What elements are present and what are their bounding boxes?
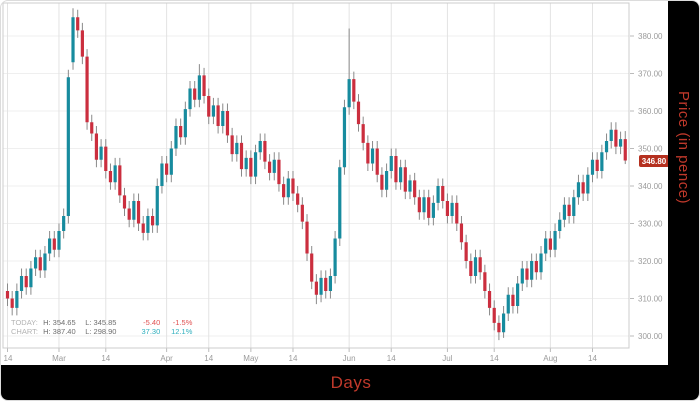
svg-text:14: 14: [101, 354, 110, 363]
legend-chart-change-pct: 12.1%: [171, 327, 193, 336]
legend-chart-low: L: 298.90: [85, 327, 117, 336]
legend-today-high: H: 354.65: [43, 318, 76, 327]
svg-text:370.00: 370.00: [638, 69, 663, 78]
svg-text:Jul: Jul: [442, 354, 452, 363]
svg-text:May: May: [243, 354, 258, 363]
svg-text:14: 14: [588, 354, 597, 363]
svg-text:14: 14: [490, 354, 499, 363]
chart-legend: TODAY: H: 354.65 L: 345.85 -5.40 -1.5% C…: [11, 318, 192, 336]
svg-text:14: 14: [204, 354, 213, 363]
svg-text:380.00: 380.00: [638, 32, 663, 41]
legend-today-low: L: 345.85: [85, 318, 117, 327]
legend-today-label: TODAY:: [11, 318, 38, 327]
legend-today-change: -5.40: [143, 318, 161, 327]
svg-text:300.00: 300.00: [638, 332, 663, 341]
svg-text:14: 14: [289, 354, 298, 363]
svg-text:310.00: 310.00: [638, 294, 663, 303]
svg-text:360.00: 360.00: [638, 107, 663, 116]
current-price-tag: 346.80: [639, 155, 669, 167]
svg-text:Mar: Mar: [52, 354, 66, 363]
svg-text:Jun: Jun: [343, 354, 356, 363]
svg-text:14: 14: [387, 354, 396, 363]
svg-text:Aug: Aug: [543, 354, 557, 363]
x-axis-title: Days: [330, 372, 372, 392]
legend-today-change-pct: -1.5%: [172, 318, 193, 327]
svg-text:330.00: 330.00: [638, 219, 663, 228]
legend-chart-high: H: 387.40: [43, 327, 76, 336]
candlestick-chart: 380.00 370.00 360.00 350.00 340.00 330.00 320.…: [2, 2, 663, 363]
legend-chart-label: CHART:: [11, 327, 38, 336]
svg-text:350.00: 350.00: [638, 144, 663, 153]
svg-text:320.00: 320.00: [638, 257, 663, 266]
y-axis-title: Price (in pence): [675, 91, 692, 205]
legend-today-row: TODAY: H: 354.65 L: 345.85 -5.40 -1.5%: [11, 318, 192, 327]
svg-text:340.00: 340.00: [638, 182, 663, 191]
svg-text:14: 14: [4, 354, 13, 363]
legend-chart-change: 37.30: [141, 327, 161, 336]
svg-text:Apr: Apr: [160, 354, 173, 363]
x-axis-band: Days: [1, 365, 699, 400]
y-axis-band: Price (in pence): [668, 1, 699, 367]
legend-chart-row: CHART: H: 387.40 L: 298.90 37.30 12.1%: [11, 327, 192, 336]
